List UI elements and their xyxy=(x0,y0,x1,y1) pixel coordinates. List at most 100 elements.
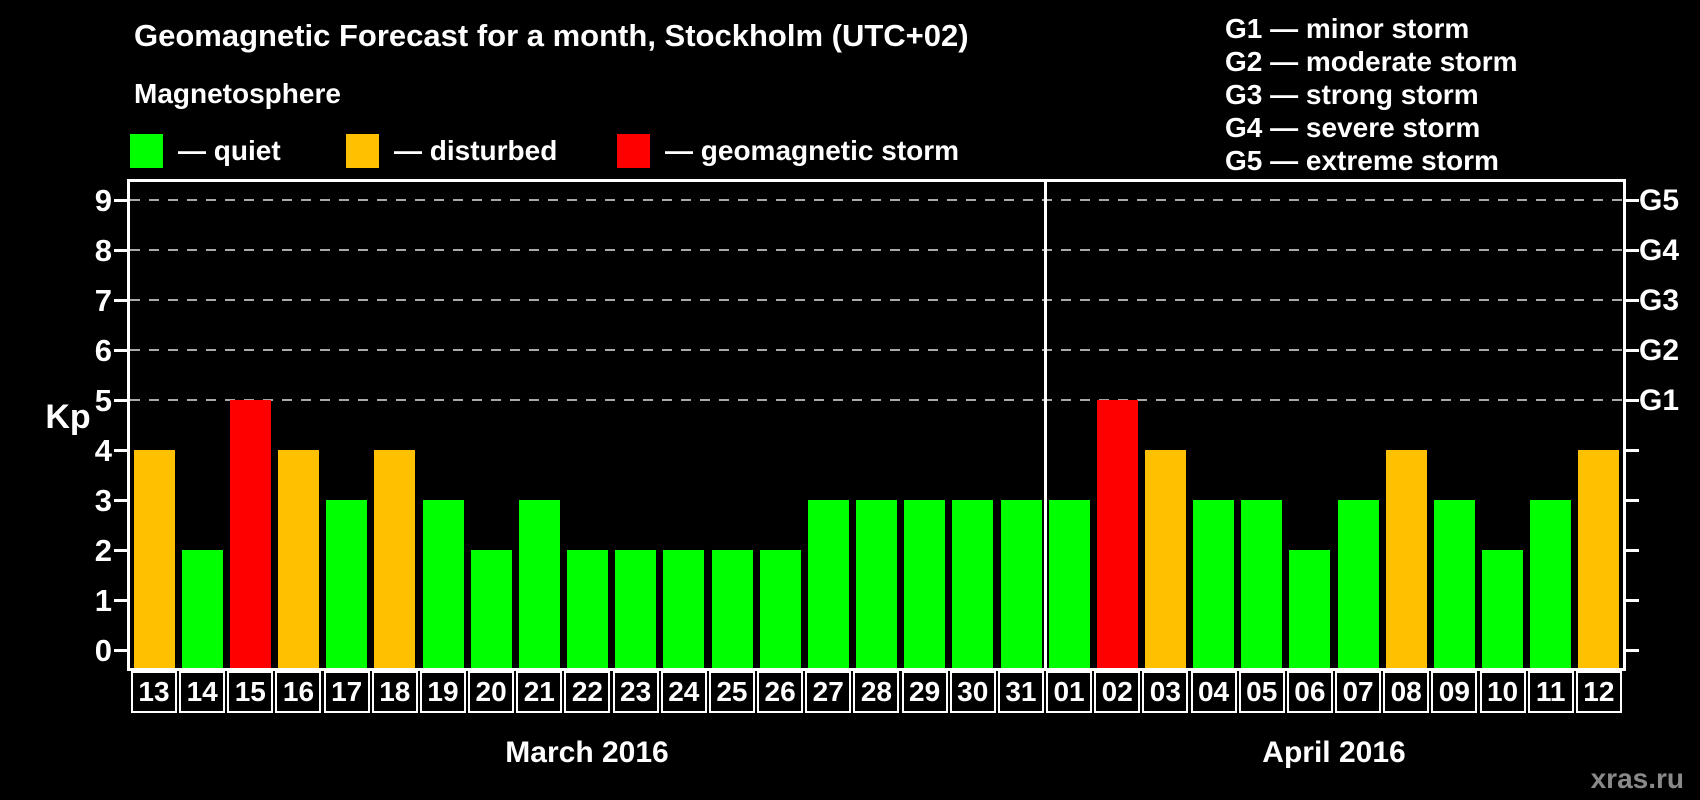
day-label-april-10: 10 xyxy=(1479,671,1526,713)
g-tick-label-g5: G5 xyxy=(1639,183,1680,217)
kp-bar-march-26 xyxy=(759,550,801,668)
g-scale-line-2: G2 — moderate storm xyxy=(1225,46,1518,77)
kp-tick-label-1: 1 xyxy=(94,582,112,618)
kp-tick-left-3 xyxy=(114,498,130,502)
day-label-april-03: 03 xyxy=(1142,671,1189,713)
g-tick-label-g2: G2 xyxy=(1639,333,1680,367)
day-label-march-30: 30 xyxy=(949,671,996,713)
watermark: xras.ru xyxy=(1590,763,1684,794)
gridline-kp-7 xyxy=(130,299,1623,301)
kp-bar-march-27 xyxy=(807,500,849,668)
kp-bar-march-31 xyxy=(1000,500,1042,668)
kp-tick-left-7 xyxy=(114,298,130,302)
day-label-april-07: 07 xyxy=(1335,671,1382,713)
kp-tick-label-7: 7 xyxy=(94,282,112,318)
day-label-march-14: 14 xyxy=(179,671,226,713)
day-label-march-13: 13 xyxy=(131,671,177,713)
g-tick-label-g4: G4 xyxy=(1639,233,1680,267)
kp-bar-march-14 xyxy=(181,550,223,668)
g-tick-label-g1: G1 xyxy=(1639,383,1680,417)
kp-tick-left-4 xyxy=(114,448,130,452)
g-scale-line-4: G4 — severe storm xyxy=(1225,112,1481,143)
kp-tick-right-5 xyxy=(1623,398,1639,402)
kp-tick-label-9: 9 xyxy=(94,182,112,218)
kp-bar-march-30 xyxy=(952,500,994,668)
day-label-march-17: 17 xyxy=(323,671,370,713)
magnetosphere-label: Magnetosphere xyxy=(134,78,341,109)
storm-swatch-icon xyxy=(617,134,650,168)
day-label-march-31: 31 xyxy=(997,671,1044,713)
day-label-april-11: 11 xyxy=(1527,671,1574,713)
kp-tick-label-8: 8 xyxy=(94,232,112,268)
kp-bar-march-25 xyxy=(711,550,753,668)
kp-bar-april-08 xyxy=(1385,450,1427,668)
magnetosphere-legend: — quiet — disturbed — geomagnetic storm xyxy=(130,132,1030,170)
day-label-april-01: 01 xyxy=(1046,671,1093,713)
kp-bar-april-03 xyxy=(1144,450,1186,668)
kp-axis-title: Kp xyxy=(45,398,91,436)
g-scale-legend: G1 — minor storm G2 — moderate storm G3 — … xyxy=(1225,12,1518,177)
kp-tick-left-0 xyxy=(114,648,130,652)
kp-bar-april-01 xyxy=(1048,500,1090,668)
quiet-swatch-icon xyxy=(130,134,163,168)
kp-bar-april-04 xyxy=(1193,500,1235,668)
day-label-march-27: 27 xyxy=(805,671,852,713)
kp-tick-label-6: 6 xyxy=(94,332,112,368)
day-label-march-24: 24 xyxy=(660,671,707,713)
kp-bar-march-16 xyxy=(278,450,320,668)
day-label-april-02: 02 xyxy=(1094,671,1141,713)
g-scale-line-3: G3 — strong storm xyxy=(1225,79,1479,110)
kp-bar-april-09 xyxy=(1433,500,1475,668)
kp-bar-april-05 xyxy=(1241,500,1283,668)
kp-tick-right-9 xyxy=(1623,198,1639,202)
kp-bar-april-10 xyxy=(1482,550,1524,668)
day-label-march-26: 26 xyxy=(757,671,804,713)
day-label-march-22: 22 xyxy=(564,671,611,713)
g-tick-label-g3: G3 xyxy=(1639,283,1680,317)
kp-bar-march-19 xyxy=(422,500,464,668)
day-label-march-15: 15 xyxy=(227,671,274,713)
g-scale-line-5: G5 — extreme storm xyxy=(1225,145,1499,176)
kp-tick-left-9 xyxy=(114,198,130,202)
kp-tick-right-7 xyxy=(1623,298,1639,302)
legend-label-disturbed: — disturbed xyxy=(394,135,558,166)
kp-bar-march-17 xyxy=(326,500,368,668)
kp-tick-right-4 xyxy=(1623,448,1639,452)
kp-tick-right-6 xyxy=(1623,348,1639,352)
month-separator-line xyxy=(1043,182,1047,668)
plot-area xyxy=(127,179,1626,671)
kp-tick-right-8 xyxy=(1623,248,1639,252)
day-label-april-04: 04 xyxy=(1190,671,1237,713)
kp-bar-march-28 xyxy=(856,500,898,668)
g-scale-line-1: G1 — minor storm xyxy=(1225,13,1470,44)
kp-bar-march-13 xyxy=(133,450,175,668)
kp-tick-left-5 xyxy=(114,398,130,402)
legend-label-storm: — geomagnetic storm xyxy=(665,135,960,166)
kp-tick-right-3 xyxy=(1623,498,1639,502)
day-label-april-05: 05 xyxy=(1238,671,1285,713)
kp-bar-march-29 xyxy=(904,500,946,668)
kp-bar-march-24 xyxy=(663,550,705,668)
day-label-march-16: 16 xyxy=(275,671,322,713)
day-label-april-12: 12 xyxy=(1575,671,1622,713)
kp-bar-march-22 xyxy=(567,550,609,668)
kp-bar-march-18 xyxy=(374,450,416,668)
kp-bar-march-21 xyxy=(518,500,560,668)
kp-bar-april-11 xyxy=(1530,500,1572,668)
kp-tick-label-0: 0 xyxy=(94,632,112,668)
kp-bar-april-06 xyxy=(1289,550,1331,668)
day-label-march-29: 29 xyxy=(901,671,948,713)
gridline-kp-9 xyxy=(130,199,1623,201)
day-label-march-18: 18 xyxy=(371,671,418,713)
gridline-kp-6 xyxy=(130,349,1623,351)
gridline-kp-8 xyxy=(130,249,1623,251)
disturbed-swatch-icon xyxy=(346,134,379,168)
kp-tick-right-2 xyxy=(1623,548,1639,552)
month-label-april: April 2016 xyxy=(1262,736,1406,769)
gridline-kp-5 xyxy=(130,399,1623,401)
day-label-march-28: 28 xyxy=(853,671,900,713)
kp-tick-right-1 xyxy=(1623,598,1639,602)
day-label-april-08: 08 xyxy=(1383,671,1430,713)
kp-bar-april-02 xyxy=(1096,400,1138,668)
